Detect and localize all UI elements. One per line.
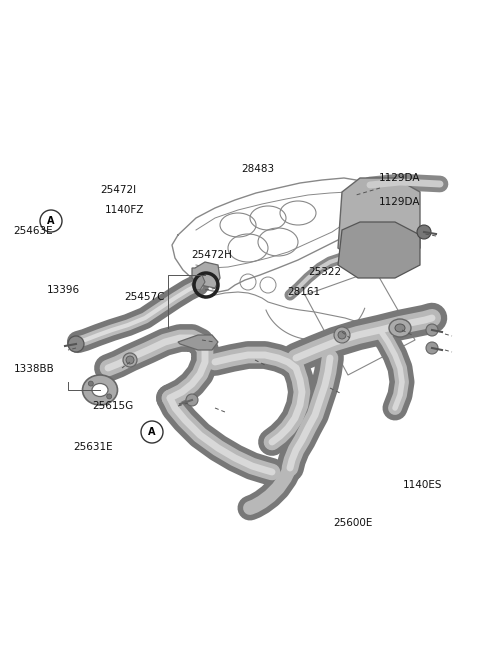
Text: 1338BB: 1338BB — [13, 363, 54, 374]
Text: 28483: 28483 — [241, 164, 275, 174]
Ellipse shape — [389, 319, 411, 337]
Circle shape — [426, 324, 438, 336]
Polygon shape — [338, 222, 420, 278]
Text: 25457C: 25457C — [124, 291, 164, 302]
Polygon shape — [192, 275, 205, 290]
Text: 25472H: 25472H — [191, 249, 232, 260]
Text: 25463E: 25463E — [13, 226, 53, 236]
Text: 25615G: 25615G — [92, 401, 133, 411]
Ellipse shape — [83, 375, 118, 405]
Circle shape — [88, 381, 93, 386]
Text: 1140ES: 1140ES — [403, 480, 443, 491]
Text: A: A — [148, 427, 156, 437]
Circle shape — [426, 342, 438, 354]
Text: A: A — [47, 216, 55, 226]
Text: 25600E: 25600E — [334, 518, 373, 529]
Circle shape — [40, 210, 62, 232]
Text: 25322: 25322 — [308, 267, 341, 277]
Text: 25631E: 25631E — [73, 442, 113, 453]
Polygon shape — [192, 262, 220, 288]
Circle shape — [126, 356, 134, 364]
Polygon shape — [178, 335, 218, 350]
Text: 13396: 13396 — [47, 285, 80, 295]
Ellipse shape — [92, 384, 108, 396]
Text: 1140FZ: 1140FZ — [105, 205, 144, 215]
Text: 28161: 28161 — [287, 287, 320, 297]
Circle shape — [334, 327, 350, 343]
Circle shape — [338, 331, 346, 339]
Polygon shape — [338, 178, 420, 262]
Text: 25472I: 25472I — [100, 185, 136, 195]
Circle shape — [123, 353, 137, 367]
Circle shape — [68, 336, 84, 352]
Circle shape — [141, 421, 163, 443]
Ellipse shape — [395, 324, 405, 332]
Text: 1129DA: 1129DA — [379, 197, 420, 207]
Circle shape — [186, 394, 198, 406]
Circle shape — [417, 225, 431, 239]
Text: 1129DA: 1129DA — [379, 173, 420, 184]
Circle shape — [107, 394, 112, 399]
